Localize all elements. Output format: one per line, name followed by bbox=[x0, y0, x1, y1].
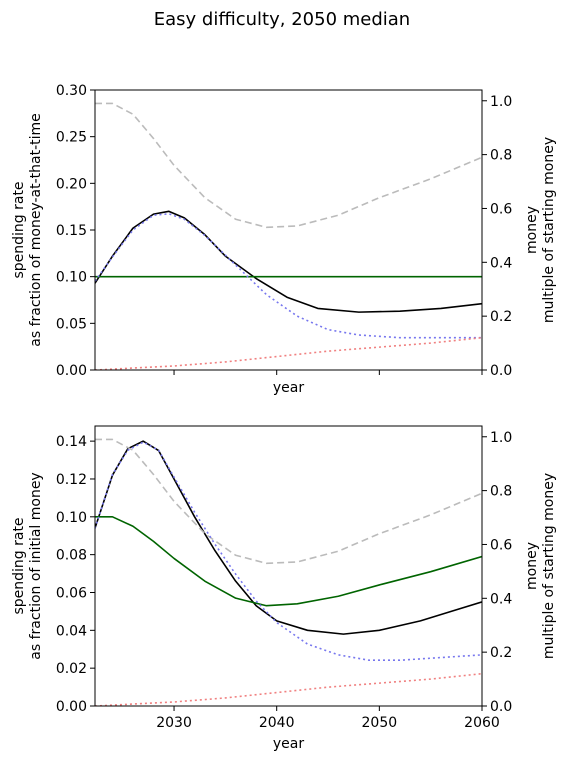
chart-panel-1: 0.00 0.05 0.10 0.15 0.20 0.25 0.30 0.0 0.2 0.4 0.6… bbox=[11, 83, 557, 396]
y-left-axis-label: as fraction of money-at-that-time bbox=[28, 113, 44, 347]
x-tick-label: 2050 bbox=[362, 715, 398, 731]
series-line-1 bbox=[95, 440, 482, 635]
y-left-tick-label: 0.15 bbox=[56, 223, 87, 239]
y-right-tick-label: 0.0 bbox=[490, 699, 512, 715]
plot-frame bbox=[94, 425, 483, 707]
y-left-tick-label: 0.30 bbox=[56, 83, 87, 99]
y-right-tick-label: 0.8 bbox=[490, 148, 512, 164]
y-right-tick-label: 0.6 bbox=[490, 201, 512, 217]
y-right-axis-label: money bbox=[524, 542, 540, 590]
y-left-axis-label: spending rate bbox=[11, 181, 27, 278]
y-right-tick-label: 0.0 bbox=[490, 363, 512, 379]
series-line-4 bbox=[95, 213, 482, 339]
y-left-tick-label: 0.02 bbox=[56, 661, 87, 677]
y-left-axis-label: spending rate bbox=[11, 517, 27, 614]
y-left-tick-label: 0.10 bbox=[56, 270, 87, 286]
y-left-tick-label: 0.04 bbox=[56, 623, 87, 639]
chart-panel-2: 2030 2040 2050 2060 0.00 0.02 0.04 0.06 0.08 0.10… bbox=[11, 425, 557, 752]
series-line-3 bbox=[95, 102, 482, 229]
y-left-tick-label: 0.08 bbox=[56, 548, 87, 564]
x-axis-label: year bbox=[273, 736, 304, 752]
y-right-tick-label: 0.6 bbox=[490, 537, 512, 553]
y-right-tick-label: 0.2 bbox=[490, 309, 512, 325]
plot-frame bbox=[94, 89, 483, 371]
series-line-5 bbox=[95, 672, 482, 706]
x-tick-label: 2060 bbox=[464, 715, 500, 731]
y-right-axis-label: multiple of starting money bbox=[541, 473, 557, 659]
y-right-axis-label: multiple of starting money bbox=[541, 137, 557, 323]
y-left-tick-label: 0.20 bbox=[56, 176, 87, 192]
y-left-tick-label: 0.10 bbox=[56, 510, 87, 526]
y-right-tick-label: 1.0 bbox=[490, 94, 512, 110]
y-left-tick-label: 0.12 bbox=[56, 472, 87, 488]
figure-title: Easy difficulty, 2050 median bbox=[154, 9, 410, 30]
x-tick-label: 2040 bbox=[259, 715, 295, 731]
y-right-axis-label: money bbox=[524, 206, 540, 254]
y-right-tick-label: 0.4 bbox=[490, 255, 512, 271]
series-line-5 bbox=[95, 336, 482, 370]
y-right-tick-label: 0.2 bbox=[490, 645, 512, 661]
y-left-tick-label: 0.14 bbox=[56, 434, 87, 450]
series-line-3 bbox=[95, 438, 482, 565]
y-left-axis-label: as fraction of initial money bbox=[28, 472, 44, 659]
y-left-tick-label: 0.05 bbox=[56, 316, 87, 332]
y-left-tick-label: 0.06 bbox=[56, 585, 87, 601]
y-right-tick-label: 0.8 bbox=[490, 484, 512, 500]
y-left-tick-label: 0.25 bbox=[56, 130, 87, 146]
x-axis-label: year bbox=[273, 380, 304, 396]
y-left-tick-label: 0.00 bbox=[56, 363, 87, 379]
y-left-tick-label: 0.00 bbox=[56, 699, 87, 715]
series-line-4 bbox=[95, 441, 482, 662]
x-tick-label: 2030 bbox=[156, 715, 192, 731]
series-line-2 bbox=[95, 516, 482, 607]
y-right-tick-label: 0.4 bbox=[490, 591, 512, 607]
y-right-tick-label: 1.0 bbox=[490, 430, 512, 446]
